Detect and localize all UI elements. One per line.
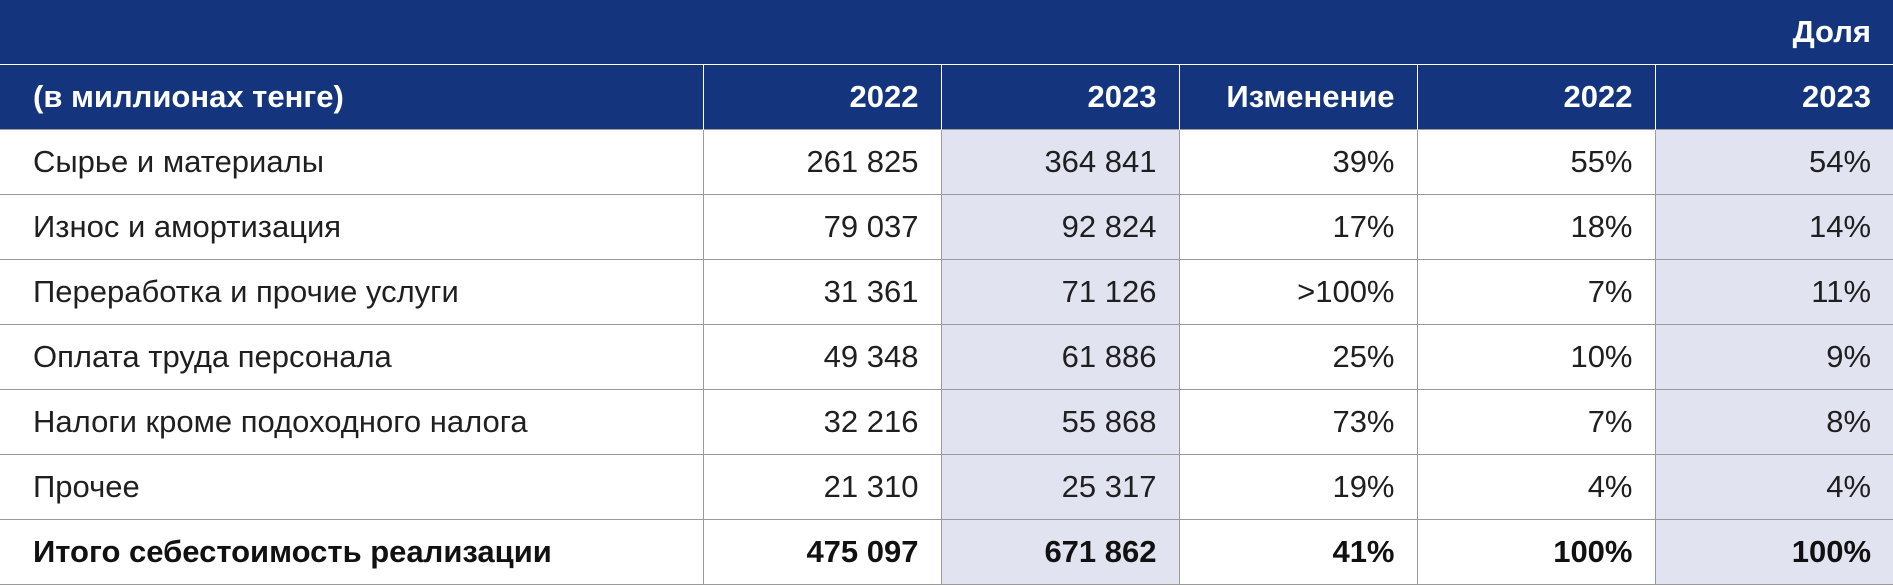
header-2023: 2023 bbox=[940, 64, 1179, 130]
value-2022: 261 825 bbox=[702, 129, 941, 195]
value-2022: 32 216 bbox=[702, 389, 941, 455]
row-label: Износ и амортизация bbox=[0, 194, 703, 260]
row-label: Оплата труда персонала bbox=[0, 324, 703, 390]
value-2023: 71 126 bbox=[940, 259, 1179, 325]
table-row: Переработка и прочие услуги 31 361 71 12… bbox=[0, 259, 1893, 325]
row-label: Переработка и прочие услуги bbox=[0, 259, 703, 325]
share-2023: 4% bbox=[1654, 454, 1893, 520]
total-change: 41% bbox=[1178, 519, 1417, 585]
value-2023: 364 841 bbox=[940, 129, 1179, 195]
share-2022: 7% bbox=[1416, 259, 1655, 325]
share-2022: 4% bbox=[1416, 454, 1655, 520]
value-2023: 55 868 bbox=[940, 389, 1179, 455]
column-header-row: (в миллионах тенге) 2022 2023 Изменение … bbox=[0, 64, 1893, 130]
header-share-2022: 2022 bbox=[1416, 64, 1655, 130]
header-2022: 2022 bbox=[702, 64, 941, 130]
share-2023: 14% bbox=[1654, 194, 1893, 260]
total-share-2022: 100% bbox=[1416, 519, 1655, 585]
share-2023: 54% bbox=[1654, 129, 1893, 195]
share-2023: 11% bbox=[1654, 259, 1893, 325]
header-change: Изменение bbox=[1178, 64, 1417, 130]
row-label: Налоги кроме подоходного налога bbox=[0, 389, 703, 455]
value-change: 73% bbox=[1178, 389, 1417, 455]
share-2022: 55% bbox=[1416, 129, 1655, 195]
header-share-2023: 2023 bbox=[1654, 64, 1893, 130]
table-row: Износ и амортизация 79 037 92 824 17% 18… bbox=[0, 194, 1893, 260]
total-2023: 671 862 bbox=[940, 519, 1179, 585]
share-2023: 9% bbox=[1654, 324, 1893, 390]
total-row: Итого себестоимость реализации 475 097 6… bbox=[0, 519, 1893, 585]
table-row: Сырье и материалы 261 825 364 841 39% 55… bbox=[0, 129, 1893, 195]
share-2022: 10% bbox=[1416, 324, 1655, 390]
group-header-row: Доля bbox=[0, 0, 1893, 65]
row-label: Сырье и материалы bbox=[0, 129, 703, 195]
total-label: Итого себестоимость реализации bbox=[0, 519, 703, 585]
value-2022: 21 310 bbox=[702, 454, 941, 520]
value-change: >100% bbox=[1178, 259, 1417, 325]
value-2022: 49 348 bbox=[702, 324, 941, 390]
header-units: (в миллионах тенге) bbox=[0, 64, 703, 130]
value-2023: 61 886 bbox=[940, 324, 1179, 390]
total-2022: 475 097 bbox=[702, 519, 941, 585]
value-2022: 31 361 bbox=[702, 259, 941, 325]
table-row: Оплата труда персонала 49 348 61 886 25%… bbox=[0, 324, 1893, 390]
value-2023: 25 317 bbox=[940, 454, 1179, 520]
value-2023: 92 824 bbox=[940, 194, 1179, 260]
table-row: Прочее 21 310 25 317 19% 4% 4% bbox=[0, 454, 1893, 520]
share-2022: 7% bbox=[1416, 389, 1655, 455]
value-change: 17% bbox=[1178, 194, 1417, 260]
table-row: Налоги кроме подоходного налога 32 216 5… bbox=[0, 389, 1893, 455]
value-2022: 79 037 bbox=[702, 194, 941, 260]
share-2023: 8% bbox=[1654, 389, 1893, 455]
value-change: 39% bbox=[1178, 129, 1417, 195]
share-group-header: Доля bbox=[0, 0, 1893, 65]
row-label: Прочее bbox=[0, 454, 703, 520]
share-2022: 18% bbox=[1416, 194, 1655, 260]
total-share-2023: 100% bbox=[1654, 519, 1893, 585]
value-change: 25% bbox=[1178, 324, 1417, 390]
value-change: 19% bbox=[1178, 454, 1417, 520]
